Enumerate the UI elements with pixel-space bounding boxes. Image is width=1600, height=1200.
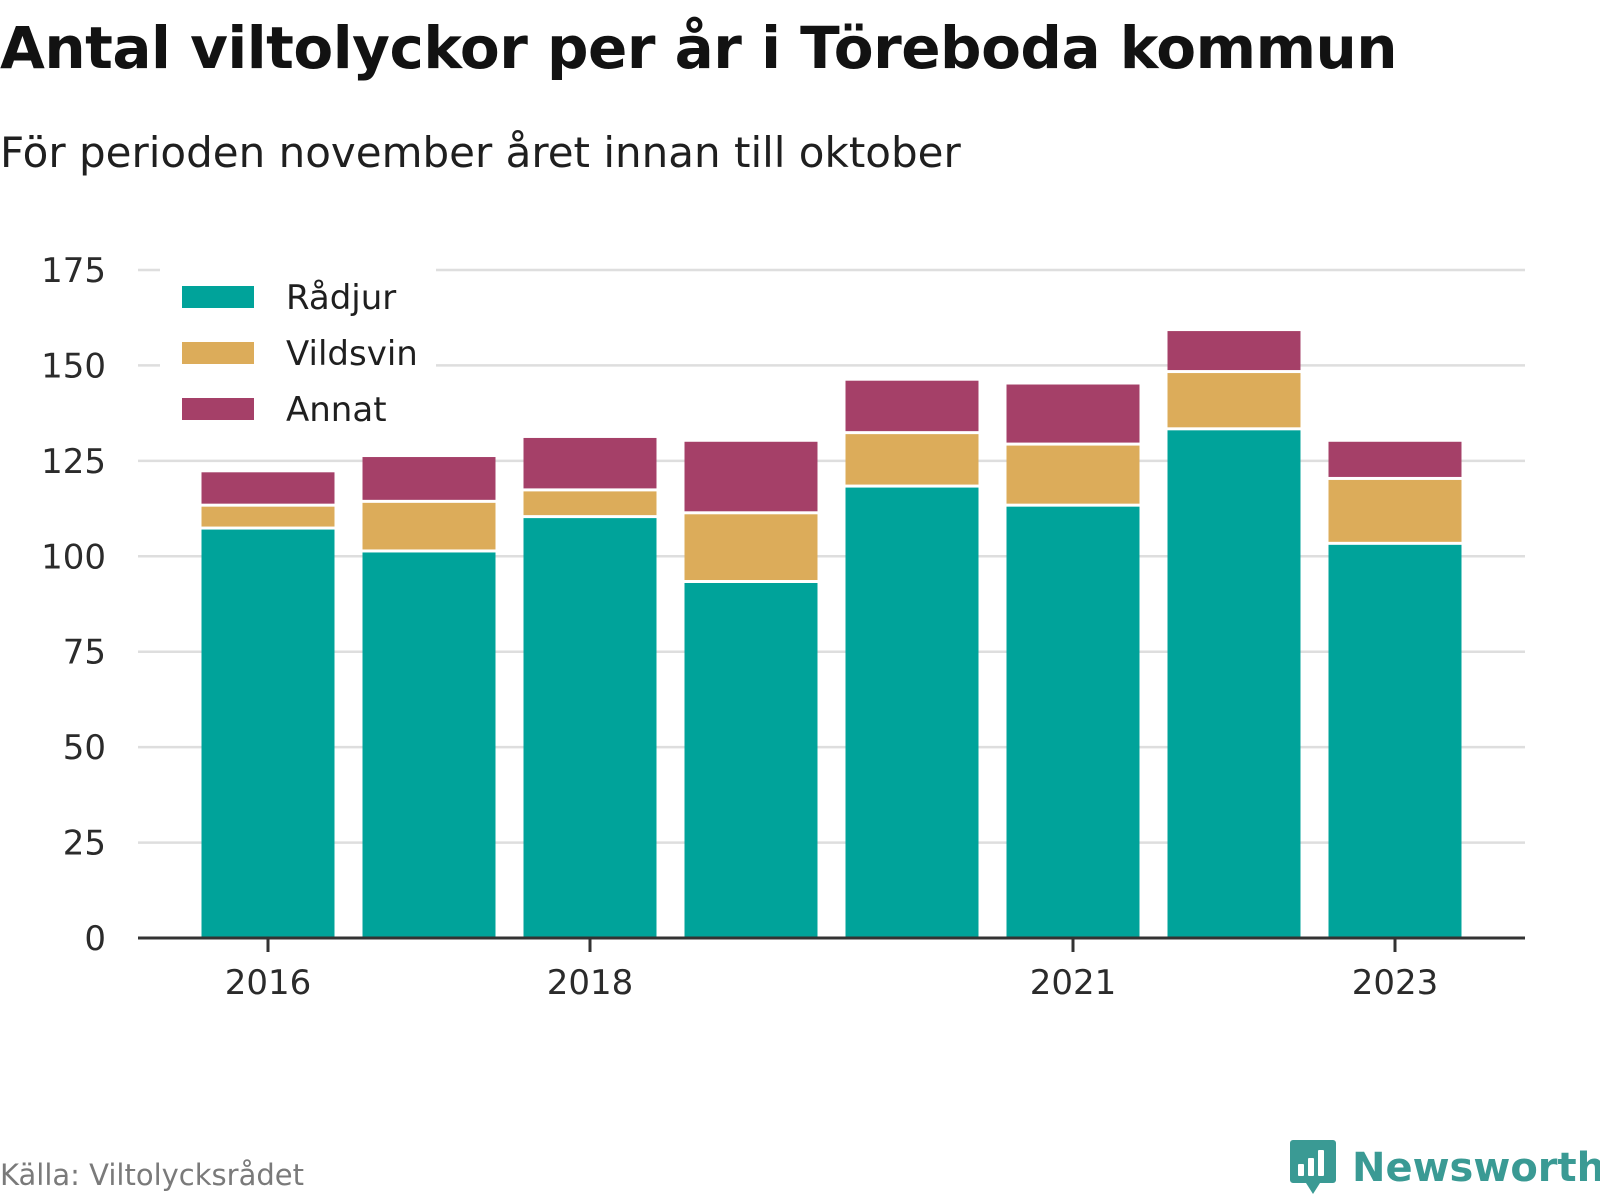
- newsworthy-logo-icon: [1290, 1140, 1336, 1194]
- x-tick-label: 2018: [547, 963, 634, 1003]
- bar-vildsvin-2018: [523, 491, 657, 516]
- y-tick-label: 25: [63, 824, 106, 864]
- bar-rådjur-2019: [684, 583, 818, 938]
- bar-annat-2016: [201, 472, 335, 504]
- bar-annat-2020: [845, 380, 979, 432]
- bar-rådjur-2023: [1328, 544, 1462, 938]
- brand-logo: Newsworthy: [1288, 1138, 1600, 1198]
- bar-rådjur-2021: [1006, 506, 1140, 938]
- bar-vildsvin-2017: [362, 502, 496, 550]
- chart-title: Antal viltolyckor per år i Töreboda komm…: [0, 14, 1398, 82]
- stacked-bar-chart: 0 25 50 75 100 125 150 175 2016 2018 2021 2023 Rådju…: [41, 251, 1525, 1003]
- y-tick-label: 0: [84, 919, 106, 959]
- bar-vildsvin-2019: [684, 514, 818, 581]
- legend-label: Rådjur: [286, 278, 396, 318]
- legend-label: Annat: [286, 390, 387, 430]
- x-tick-label: 2021: [1030, 963, 1117, 1003]
- bar-annat-2022: [1167, 331, 1301, 371]
- bar-vildsvin-2021: [1006, 445, 1140, 504]
- bar-rådjur-2016: [201, 529, 335, 938]
- legend-label: Vildsvin: [286, 334, 418, 374]
- bar-vildsvin-2016: [201, 506, 335, 527]
- bar-vildsvin-2023: [1328, 479, 1462, 542]
- y-tick-label: 150: [41, 346, 106, 386]
- y-tick-label: 100: [41, 537, 106, 577]
- x-tick-label: 2023: [1352, 963, 1439, 1003]
- bar-rådjur-2018: [523, 518, 657, 938]
- y-tick-label: 125: [41, 442, 106, 482]
- chart-subtitle: För perioden november året innan till ok…: [0, 128, 961, 177]
- bar-vildsvin-2022: [1167, 373, 1301, 428]
- bar-rådjur-2017: [362, 552, 496, 938]
- legend-swatch: [182, 342, 254, 364]
- legend-swatch: [182, 286, 254, 308]
- bar-rådjur-2020: [845, 487, 979, 938]
- source-note: Källa: Viltolycksrådet: [0, 1158, 304, 1192]
- brand-name: Newsworthy: [1352, 1145, 1600, 1191]
- legend-swatch: [182, 398, 254, 420]
- bar-rådjur-2022: [1167, 430, 1301, 938]
- x-tick-label: 2016: [225, 963, 312, 1003]
- y-tick-label: 175: [41, 251, 106, 291]
- bar-annat-2017: [362, 457, 496, 500]
- y-tick-label: 50: [63, 728, 106, 768]
- bar-vildsvin-2020: [845, 434, 979, 485]
- bar-annat-2018: [523, 437, 657, 489]
- bar-annat-2019: [684, 441, 818, 512]
- y-tick-label: 75: [63, 633, 106, 673]
- bar-annat-2023: [1328, 441, 1462, 477]
- bar-annat-2021: [1006, 384, 1140, 443]
